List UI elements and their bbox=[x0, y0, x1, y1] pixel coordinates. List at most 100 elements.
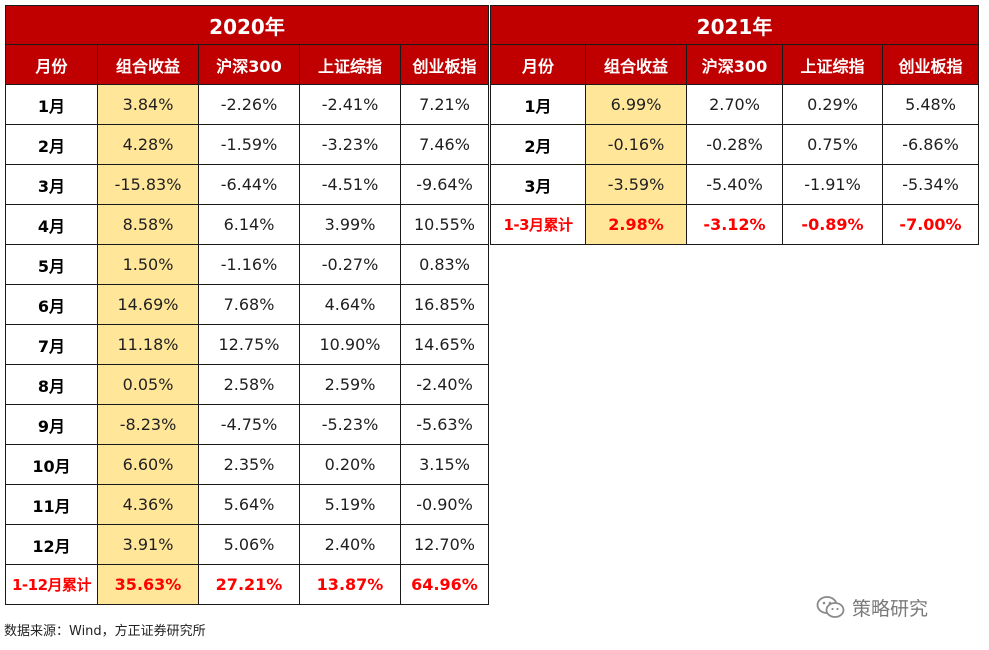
month-cell: 10月 bbox=[5, 444, 98, 485]
value-cell: 7.21% bbox=[400, 84, 489, 125]
month-cell: 3月 bbox=[5, 164, 98, 205]
value-cell: 6.14% bbox=[198, 204, 300, 245]
month-cell: 6月 bbox=[5, 284, 98, 325]
value-cell: -15.83% bbox=[97, 164, 199, 205]
value-cell: 10.55% bbox=[400, 204, 489, 245]
table-row: 9月 -8.23% -4.75% -5.23% -5.63% bbox=[5, 404, 489, 445]
value-cell: 8.58% bbox=[97, 204, 199, 245]
value-cell: 14.65% bbox=[400, 324, 489, 365]
value-cell: -2.26% bbox=[198, 84, 300, 125]
value-cell: 3.84% bbox=[97, 84, 199, 125]
month-cell: 9月 bbox=[5, 404, 98, 445]
table-row: 11月 4.36% 5.64% 5.19% -0.90% bbox=[5, 484, 489, 525]
column-header: 组合收益 bbox=[585, 44, 687, 85]
total-row: 1-3月累计 2.98% -3.12% -0.89% -7.00% bbox=[490, 204, 979, 245]
total-value: 27.21% bbox=[198, 564, 300, 605]
column-header: 创业板指 bbox=[882, 44, 979, 85]
value-cell: -1.16% bbox=[198, 244, 300, 285]
value-cell: 5.48% bbox=[882, 84, 979, 125]
value-cell: 2.59% bbox=[299, 364, 401, 405]
value-cell: 6.99% bbox=[585, 84, 687, 125]
value-cell: 12.70% bbox=[400, 524, 489, 565]
total-value: 13.87% bbox=[299, 564, 401, 605]
total-value: 35.63% bbox=[97, 564, 199, 605]
value-cell: 4.36% bbox=[97, 484, 199, 525]
value-cell: -5.23% bbox=[299, 404, 401, 445]
total-value: 2.98% bbox=[585, 204, 687, 245]
value-cell: 6.60% bbox=[97, 444, 199, 485]
table-row: 10月 6.60% 2.35% 0.20% 3.15% bbox=[5, 444, 489, 485]
value-cell: 14.69% bbox=[97, 284, 199, 325]
table-row: 3月 -15.83% -6.44% -4.51% -9.64% bbox=[5, 164, 489, 205]
value-cell: 0.75% bbox=[782, 124, 883, 165]
value-cell: 3.99% bbox=[299, 204, 401, 245]
value-cell: 2.70% bbox=[686, 84, 783, 125]
value-cell: -5.63% bbox=[400, 404, 489, 445]
source-note: 数据来源：Wind，方正证券研究所 bbox=[4, 624, 206, 639]
table-row: 7月 11.18% 12.75% 10.90% 14.65% bbox=[5, 324, 489, 365]
value-cell: 3.15% bbox=[400, 444, 489, 485]
wechat-icon bbox=[816, 595, 846, 621]
table-title: 2021年 bbox=[490, 5, 979, 45]
column-header: 创业板指 bbox=[400, 44, 489, 85]
month-cell: 1月 bbox=[5, 84, 98, 125]
table-row: 3月 -3.59% -5.40% -1.91% -5.34% bbox=[490, 164, 979, 205]
column-header: 沪深300 bbox=[686, 44, 783, 85]
value-cell: -0.27% bbox=[299, 244, 401, 285]
table-2020: 2020年 月份 组合收益 沪深300 上证综指 创业板指 1月 3.84% -2.26% -… bbox=[5, 5, 489, 605]
table-2021: 2021年 月份 组合收益 沪深300 上证综指 创业板指 1月 6.99% 2.70% 0.… bbox=[490, 5, 979, 245]
table-row: 2月 -0.16% -0.28% 0.75% -6.86% bbox=[490, 124, 979, 165]
value-cell: 5.06% bbox=[198, 524, 300, 565]
total-label: 1-12月累计 bbox=[5, 564, 98, 605]
column-header: 上证综指 bbox=[782, 44, 883, 85]
value-cell: -2.41% bbox=[299, 84, 401, 125]
value-cell: 4.28% bbox=[97, 124, 199, 165]
value-cell: 0.29% bbox=[782, 84, 883, 125]
total-row: 1-12月累计 35.63% 27.21% 13.87% 64.96% bbox=[5, 564, 489, 605]
total-value: -0.89% bbox=[782, 204, 883, 245]
table-row: 12月 3.91% 5.06% 2.40% 12.70% bbox=[5, 524, 489, 565]
month-cell: 5月 bbox=[5, 244, 98, 285]
table-row: 1月 3.84% -2.26% -2.41% 7.21% bbox=[5, 84, 489, 125]
value-cell: 0.83% bbox=[400, 244, 489, 285]
table-row: 1月 6.99% 2.70% 0.29% 5.48% bbox=[490, 84, 979, 125]
value-cell: -0.90% bbox=[400, 484, 489, 525]
value-cell: -3.23% bbox=[299, 124, 401, 165]
value-cell: 0.20% bbox=[299, 444, 401, 485]
value-cell: 4.64% bbox=[299, 284, 401, 325]
value-cell: 10.90% bbox=[299, 324, 401, 365]
value-cell: 5.64% bbox=[198, 484, 300, 525]
value-cell: -8.23% bbox=[97, 404, 199, 445]
column-header: 组合收益 bbox=[97, 44, 199, 85]
value-cell: -4.51% bbox=[299, 164, 401, 205]
table-title: 2020年 bbox=[5, 5, 489, 45]
value-cell: 11.18% bbox=[97, 324, 199, 365]
value-cell: 5.19% bbox=[299, 484, 401, 525]
month-cell: 11月 bbox=[5, 484, 98, 525]
value-cell: 1.50% bbox=[97, 244, 199, 285]
total-value: -7.00% bbox=[882, 204, 979, 245]
table-row: 8月 0.05% 2.58% 2.59% -2.40% bbox=[5, 364, 489, 405]
value-cell: 2.40% bbox=[299, 524, 401, 565]
table-row: 4月 8.58% 6.14% 3.99% 10.55% bbox=[5, 204, 489, 245]
month-cell: 8月 bbox=[5, 364, 98, 405]
value-cell: -3.59% bbox=[585, 164, 687, 205]
table-row: 5月 1.50% -1.16% -0.27% 0.83% bbox=[5, 244, 489, 285]
column-header: 月份 bbox=[5, 44, 98, 85]
value-cell: 2.58% bbox=[198, 364, 300, 405]
watermark-text: 策略研究 bbox=[852, 598, 929, 620]
table-row: 2月 4.28% -1.59% -3.23% 7.46% bbox=[5, 124, 489, 165]
total-value: -3.12% bbox=[686, 204, 783, 245]
value-cell: 3.91% bbox=[97, 524, 199, 565]
month-cell: 2月 bbox=[5, 124, 98, 165]
month-cell: 4月 bbox=[5, 204, 98, 245]
value-cell: -6.44% bbox=[198, 164, 300, 205]
watermark: 策略研究 bbox=[816, 594, 928, 621]
value-cell: 7.46% bbox=[400, 124, 489, 165]
month-cell: 2月 bbox=[490, 124, 586, 165]
value-cell: 2.35% bbox=[198, 444, 300, 485]
value-cell: -2.40% bbox=[400, 364, 489, 405]
value-cell: -0.16% bbox=[585, 124, 687, 165]
value-cell: 7.68% bbox=[198, 284, 300, 325]
value-cell: -0.28% bbox=[686, 124, 783, 165]
